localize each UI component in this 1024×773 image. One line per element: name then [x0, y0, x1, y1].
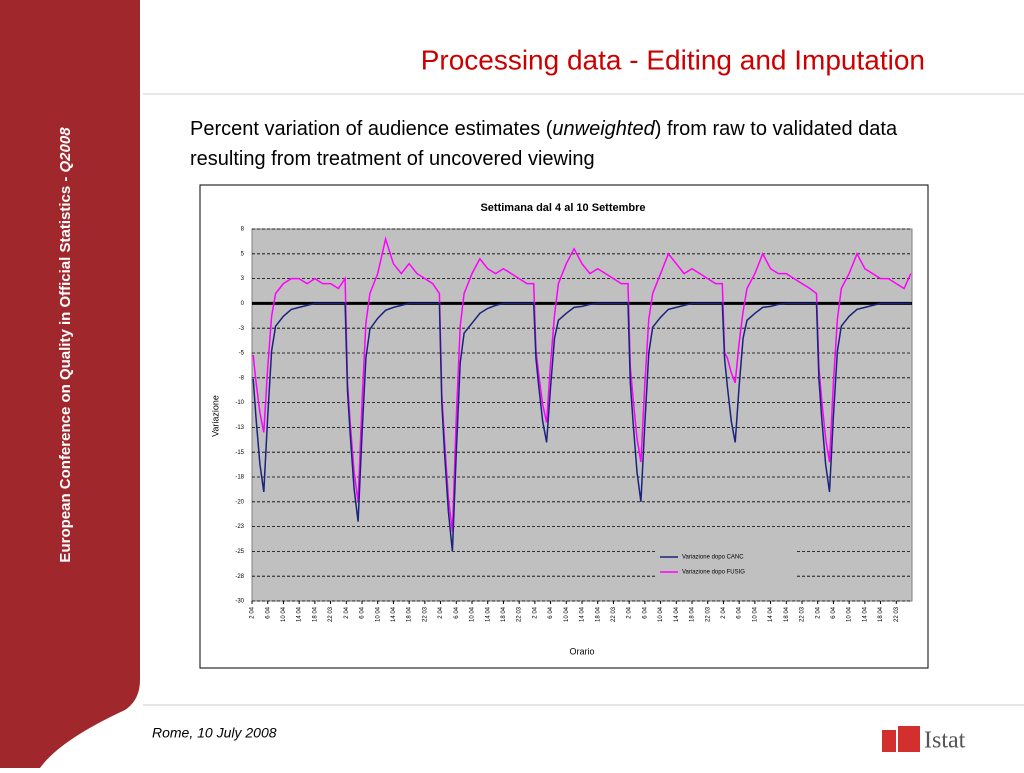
- x-tick-label: 14 04: [862, 606, 868, 622]
- logo-block: [898, 726, 920, 752]
- side-band: [0, 0, 140, 768]
- x-tick-label: 18 04: [312, 606, 318, 622]
- x-tick-label: 10 04: [281, 606, 287, 622]
- x-tick-label: 6 04: [265, 606, 271, 618]
- x-tick-label: 10 04: [752, 606, 758, 622]
- plot-area: [251, 228, 913, 602]
- y-tick-label: -30: [235, 599, 244, 605]
- x-tick-label: 22 03: [705, 606, 711, 622]
- footer: Rome, 10 July 2008: [152, 725, 277, 741]
- y-tick-label: -18: [235, 475, 244, 481]
- x-axis-label: Orario: [569, 646, 594, 656]
- y-tick-label: -10: [235, 400, 244, 406]
- slide-title: Processing data - Editing and Imputation: [421, 44, 925, 75]
- x-tick-label: 18 04: [595, 606, 601, 622]
- x-tick-label: 2 04: [627, 606, 633, 618]
- side-text-italic: Q2008: [57, 127, 74, 173]
- x-tick-label: 18 04: [407, 606, 413, 622]
- y-tick-label: 8: [241, 227, 245, 233]
- x-tick-label: 2 04: [250, 606, 256, 618]
- x-tick-label: 2 04: [815, 606, 821, 618]
- x-tick-label: 18 04: [501, 606, 507, 622]
- legend-label: Variazione dopo CANC: [682, 555, 744, 561]
- x-tick-label: 6 04: [360, 606, 366, 618]
- y-tick-label: -8: [239, 375, 245, 381]
- y-tick-label: 5: [241, 251, 245, 257]
- x-tick-label: 22 03: [894, 606, 900, 622]
- x-tick-label: 6 04: [737, 606, 743, 618]
- x-tick-label: 14 04: [297, 606, 303, 622]
- x-tick-label: 2 04: [532, 606, 538, 618]
- x-tick-label: 10 04: [470, 606, 476, 622]
- x-tick-label: 6 04: [454, 606, 460, 618]
- x-tick-label: 14 04: [485, 606, 491, 622]
- x-tick-label: 22 03: [422, 606, 428, 622]
- x-tick-label: 2 04: [438, 606, 444, 618]
- x-tick-label: 18 04: [878, 606, 884, 622]
- subtitle-box: Percent variation of audience estimates …: [190, 114, 950, 174]
- x-tick-label: 10 04: [847, 606, 853, 622]
- x-tick-label: 18 04: [690, 606, 696, 622]
- y-tick-label: -15: [235, 450, 244, 456]
- x-tick-label: 6 04: [831, 606, 837, 618]
- legend-label: Variazione dopo FUSIG: [682, 570, 745, 576]
- legend-box: [655, 548, 795, 580]
- x-tick-label: 6 04: [642, 606, 648, 618]
- x-tick-label: 10 04: [658, 606, 664, 622]
- logo-text: Istat: [924, 728, 966, 754]
- y-tick-label: -20: [235, 499, 244, 505]
- series-line: [252, 302, 911, 552]
- y-tick-label: -23: [235, 524, 244, 530]
- subtitle: Percent variation of audience estimates …: [190, 114, 950, 174]
- y-tick-label: -3: [239, 326, 245, 332]
- y-tick-label: -13: [235, 425, 244, 431]
- x-tick-label: 14 04: [674, 606, 680, 622]
- x-tick-label: 14 04: [391, 606, 397, 622]
- chart-title: Settimana dal 4 al 10 Settembre: [480, 202, 645, 214]
- x-tick-label: 22 03: [611, 606, 617, 622]
- logo-block: [882, 730, 896, 752]
- y-tick-label: -5: [239, 351, 245, 357]
- subtitle-italic: unweighted: [552, 118, 655, 140]
- side-text: European Conference on Quality in Offici…: [57, 127, 74, 563]
- x-tick-label: 22 03: [517, 606, 523, 622]
- y-tick-label: -25: [235, 549, 244, 555]
- y-tick-label: 0: [241, 301, 245, 307]
- x-tick-label: 2 04: [344, 606, 350, 618]
- y-tick-label: 3: [241, 276, 245, 282]
- x-tick-label: 18 04: [784, 606, 790, 622]
- x-tick-label: 2 04: [721, 606, 727, 618]
- x-tick-label: 10 04: [375, 606, 381, 622]
- x-tick-label: 22 03: [800, 606, 806, 622]
- x-tick-label: 14 04: [768, 606, 774, 622]
- side-text-main: European Conference on Quality in Offici…: [57, 172, 74, 562]
- y-axis-label: Variazione: [210, 395, 220, 437]
- subtitle-start: Percent variation of audience estimates …: [190, 118, 553, 140]
- x-tick-label: 22 03: [328, 606, 334, 622]
- x-tick-label: 6 04: [548, 606, 554, 618]
- x-tick-label: 14 04: [580, 606, 586, 622]
- series-line: [252, 236, 912, 532]
- x-tick-label: 10 04: [564, 606, 570, 622]
- y-tick-label: -28: [235, 574, 244, 580]
- subtitle-end: ) from raw to validated data resulting f…: [190, 118, 898, 170]
